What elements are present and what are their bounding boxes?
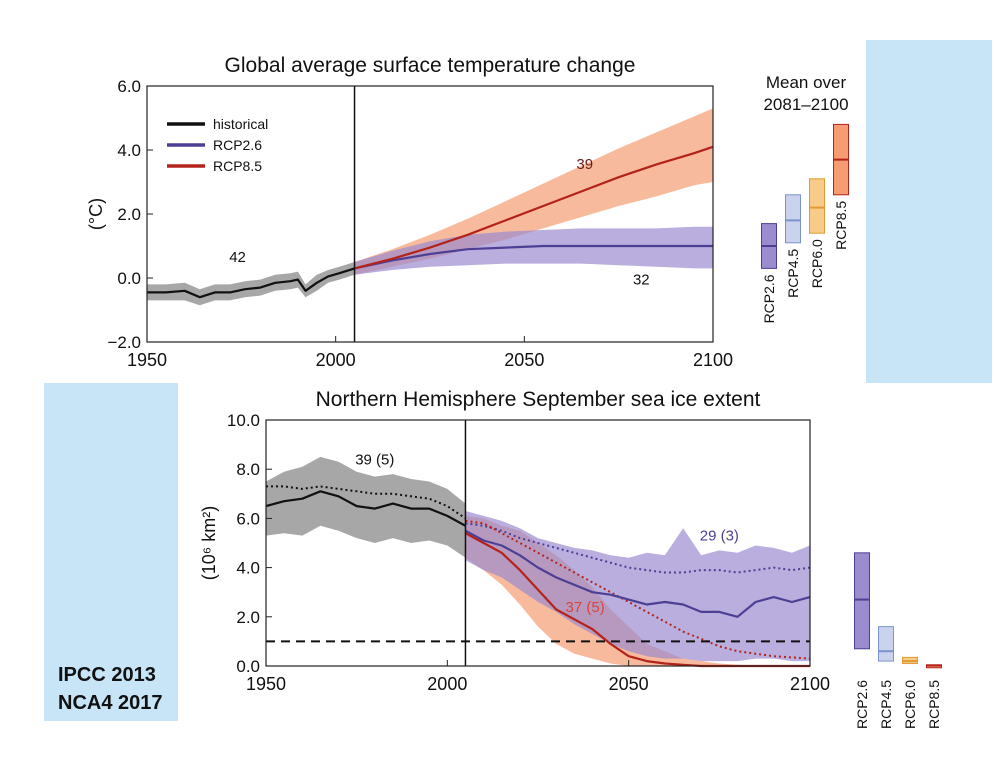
chart1-x-tick-label: 2100 [693, 350, 733, 370]
chart2-y-tick-label: 10.0 [227, 411, 260, 430]
chart1-legend-label-historical: historical [213, 116, 268, 132]
chart1-band-rcp85 [354, 108, 713, 275]
chart1-y-tick-label: 0.0 [117, 269, 141, 288]
chart2-y-tick-label: 6.0 [236, 509, 260, 528]
chart1-side-bar-label-rcp60: RCP6.0 [809, 239, 825, 288]
chart2-x-tick-label: 1950 [246, 674, 286, 694]
chart1-y-tick-label: 2.0 [117, 205, 141, 224]
chart2-dotted-line-historical [266, 485, 467, 520]
chart1-side-bars-title-line2: 2081–2100 [763, 95, 848, 114]
chart2-side-bar-rcp45 [878, 626, 894, 662]
background-panel-top-right [866, 40, 992, 383]
chart2-y-tick-label: 8.0 [236, 460, 260, 479]
credit-nca4: NCA4 2017 [58, 692, 163, 714]
chart2-x-tick-label: 2000 [427, 674, 467, 694]
chart1-y-tick-label: −2.0 [107, 333, 141, 352]
chart2-annotation-historical: 39 (5) [355, 451, 394, 468]
chart1-side-bar-label-rcp26: RCP2.6 [761, 274, 777, 323]
chart1-band-historical [147, 262, 355, 306]
chart1-y-tick-label: 6.0 [117, 77, 141, 96]
chart2-series-line-rcp26 [464, 529, 811, 618]
chart1-legend-label-rcp85: RCP8.5 [213, 158, 262, 174]
chart2-y-tick-label: 2.0 [236, 608, 260, 627]
chart1-x-tick-label: 2000 [316, 350, 356, 370]
chart1-side-bar-rcp45 [785, 194, 801, 244]
chart1-y-axis-label: (°C) [86, 198, 106, 230]
chart1-annotation-rcp26: 32 [633, 271, 650, 288]
chart2-side-bar-label-rcp26: RCP2.6 [854, 680, 870, 729]
chart2-x-tick-label: 2100 [790, 674, 830, 694]
chart2-side-bar-label-rcp45: RCP4.5 [878, 680, 894, 729]
chart2-annotation-rcp26: 29 (3) [700, 528, 739, 545]
chart1-series-line-historical [147, 267, 355, 299]
chart2-side-bar-rcp26 [854, 552, 870, 650]
chart1-title: Global average surface temperature chang… [225, 54, 636, 77]
chart1-annotation-historical: 42 [229, 249, 246, 266]
chart1-annotation-rcp85: 39 [576, 156, 593, 173]
chart2-series-line-historical [265, 490, 467, 527]
chart1-band-rcp26 [354, 226, 713, 275]
chart1-x-tick-label: 2050 [504, 350, 544, 370]
chart1-series-line-rcp26 [354, 244, 713, 270]
chart1-x-tick-label: 1950 [127, 350, 167, 370]
chart1-y-tick-label: 4.0 [117, 141, 141, 160]
chart1-side-bar-label-rcp45: RCP4.5 [785, 249, 801, 298]
chart1-side-bars-title-line1: Mean over [766, 73, 847, 92]
background-panel-bottom-left [44, 383, 178, 721]
chart2-title: Northern Hemisphere September sea ice ex… [316, 388, 761, 411]
chart2-side-bar-label-rcp85: RCP8.5 [926, 680, 942, 729]
chart2-y-tick-label: 4.0 [236, 559, 260, 578]
chart2-y-axis-label: (10⁶ km²) [199, 506, 219, 580]
chart2-band-rcp26 [465, 511, 810, 662]
chart1-side-bar-rcp60 [809, 178, 825, 234]
chart2-x-tick-label: 2050 [609, 674, 649, 694]
chart2-annotation-rcp85: 37 (5) [566, 599, 605, 616]
chart1-legend-label-rcp26: RCP2.6 [213, 137, 262, 153]
chart2-side-bar-label-rcp60: RCP6.0 [902, 680, 918, 729]
credit-ipcc: IPCC 2013 [58, 664, 156, 686]
chart1-series-line-rcp85 [354, 145, 714, 270]
chart2-y-tick-label: 0.0 [236, 657, 260, 676]
chart1-side-bars-title: Mean over 2081–2100 [763, 73, 848, 114]
chart2-plot-frame [265, 419, 811, 667]
chart1-side-bar-label-rcp85: RCP8.5 [833, 201, 849, 250]
